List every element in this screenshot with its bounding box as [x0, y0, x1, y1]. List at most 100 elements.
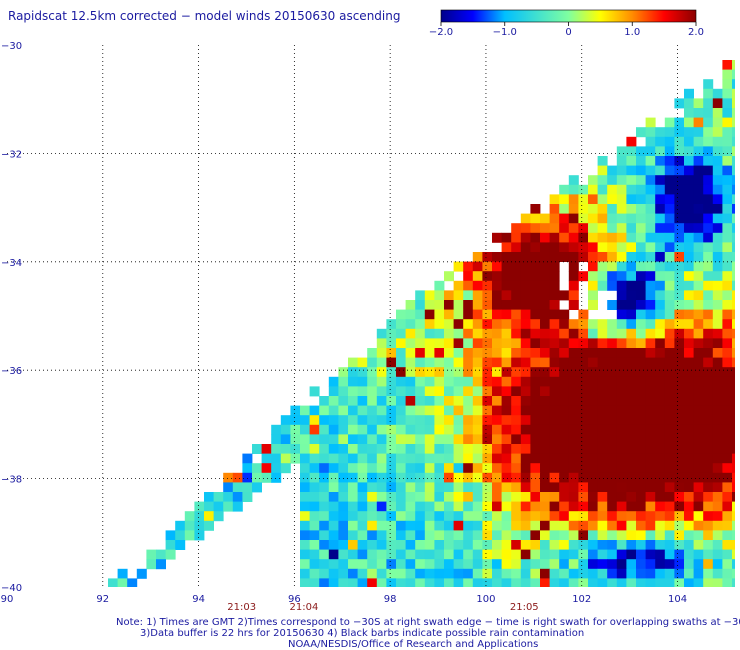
swath-cell — [568, 204, 579, 214]
swath-cell — [242, 463, 253, 474]
swath-cell — [540, 328, 550, 339]
swath-cell — [664, 396, 675, 406]
swath-cell — [405, 309, 416, 320]
swath-cell — [664, 501, 675, 512]
swath-cell — [693, 415, 704, 426]
swath-cell — [453, 376, 464, 387]
swath-cell — [424, 319, 435, 330]
swath-cell — [492, 453, 502, 464]
swath-cell — [703, 146, 714, 157]
swath-cell — [290, 434, 301, 445]
swath-cell — [722, 434, 733, 445]
swath-cell — [568, 261, 579, 272]
swath-cell — [712, 453, 723, 464]
swath-cell — [684, 511, 694, 522]
swath-cell — [434, 309, 445, 320]
swath-cell — [348, 453, 358, 464]
swath-cell — [693, 204, 704, 214]
swath-cell — [444, 271, 454, 282]
swath-cell — [520, 444, 531, 454]
swath-cell — [645, 376, 656, 387]
swath-cell — [597, 444, 608, 454]
swath-cell — [549, 444, 560, 454]
swath-cell — [607, 559, 618, 570]
swath-cell — [732, 405, 735, 416]
swath-cell — [645, 117, 656, 128]
swath-cell — [520, 328, 531, 339]
swath-cell — [722, 453, 733, 464]
swath-cell — [636, 405, 646, 416]
swath-cell — [472, 376, 483, 387]
swath-cell — [626, 530, 637, 541]
colorbar: −2.0 −1.0 0 1.0 2.0 — [429, 9, 704, 38]
swath-cell — [367, 549, 378, 560]
swath-cell — [396, 434, 406, 445]
swath-cell — [645, 127, 656, 138]
swath-cell — [549, 328, 560, 339]
swath-cell — [645, 213, 656, 224]
swath-cell — [415, 578, 426, 587]
swath-cell — [655, 386, 666, 397]
swath-cell — [578, 424, 589, 435]
swath-cell — [540, 319, 550, 330]
swath-cell — [597, 511, 608, 522]
swath-cell — [530, 415, 541, 426]
swath-cell — [674, 223, 685, 234]
swath-cell — [405, 424, 416, 435]
swath-cell — [444, 415, 454, 426]
swath-cell — [712, 280, 723, 291]
swath-cell — [626, 300, 637, 310]
swath-cell — [540, 444, 550, 454]
swath-cell — [444, 549, 454, 560]
swath-cell — [684, 482, 694, 493]
swath-cell — [453, 367, 464, 378]
swath-cell — [280, 444, 291, 454]
swath-cell — [357, 501, 368, 512]
swath-cell — [626, 424, 637, 435]
swath-cell — [530, 280, 541, 291]
swath-cell — [472, 444, 483, 454]
swath-cell — [588, 376, 598, 387]
swath-cell — [520, 530, 531, 541]
swath-cell — [434, 328, 445, 339]
swath-cell — [511, 376, 522, 387]
swath-cell — [472, 530, 483, 541]
swath-time-label: 21:03 — [227, 602, 256, 613]
swath-cell — [520, 223, 531, 234]
swath-cell — [626, 511, 637, 522]
swath-cell — [732, 309, 735, 320]
swath-cell — [424, 453, 435, 464]
swath-cell — [482, 501, 493, 512]
swath-cell — [568, 252, 579, 262]
swath-cell — [559, 242, 570, 253]
swath-cell — [616, 194, 627, 205]
swath-cell — [482, 424, 493, 435]
swath-cell — [664, 175, 675, 186]
swath-cell — [453, 290, 464, 301]
swath-cell — [607, 367, 618, 378]
swath-cell — [597, 568, 608, 579]
swath-cell — [386, 472, 397, 483]
swath-cell — [616, 175, 627, 186]
swath-cell — [568, 232, 579, 243]
swath-cell — [319, 530, 330, 541]
swath-cell — [645, 175, 656, 186]
swath-cell — [540, 472, 550, 483]
swath-cell — [511, 348, 522, 358]
swath-cell — [568, 424, 579, 435]
swath-cell — [549, 511, 560, 522]
swath-cell — [578, 520, 589, 531]
swath-cell — [204, 501, 214, 512]
swath-cell — [549, 204, 560, 214]
swath-cell — [655, 453, 666, 464]
swath-cell — [472, 290, 483, 301]
swath-cell — [578, 549, 589, 560]
swath-cell — [357, 357, 368, 368]
swath-cell — [722, 424, 733, 435]
swath-cell — [578, 415, 589, 426]
swath-cell — [424, 511, 435, 522]
swath-cell — [597, 434, 608, 445]
swath-cell — [693, 271, 704, 282]
swath-cell — [703, 472, 714, 483]
swath-cell — [357, 568, 368, 579]
